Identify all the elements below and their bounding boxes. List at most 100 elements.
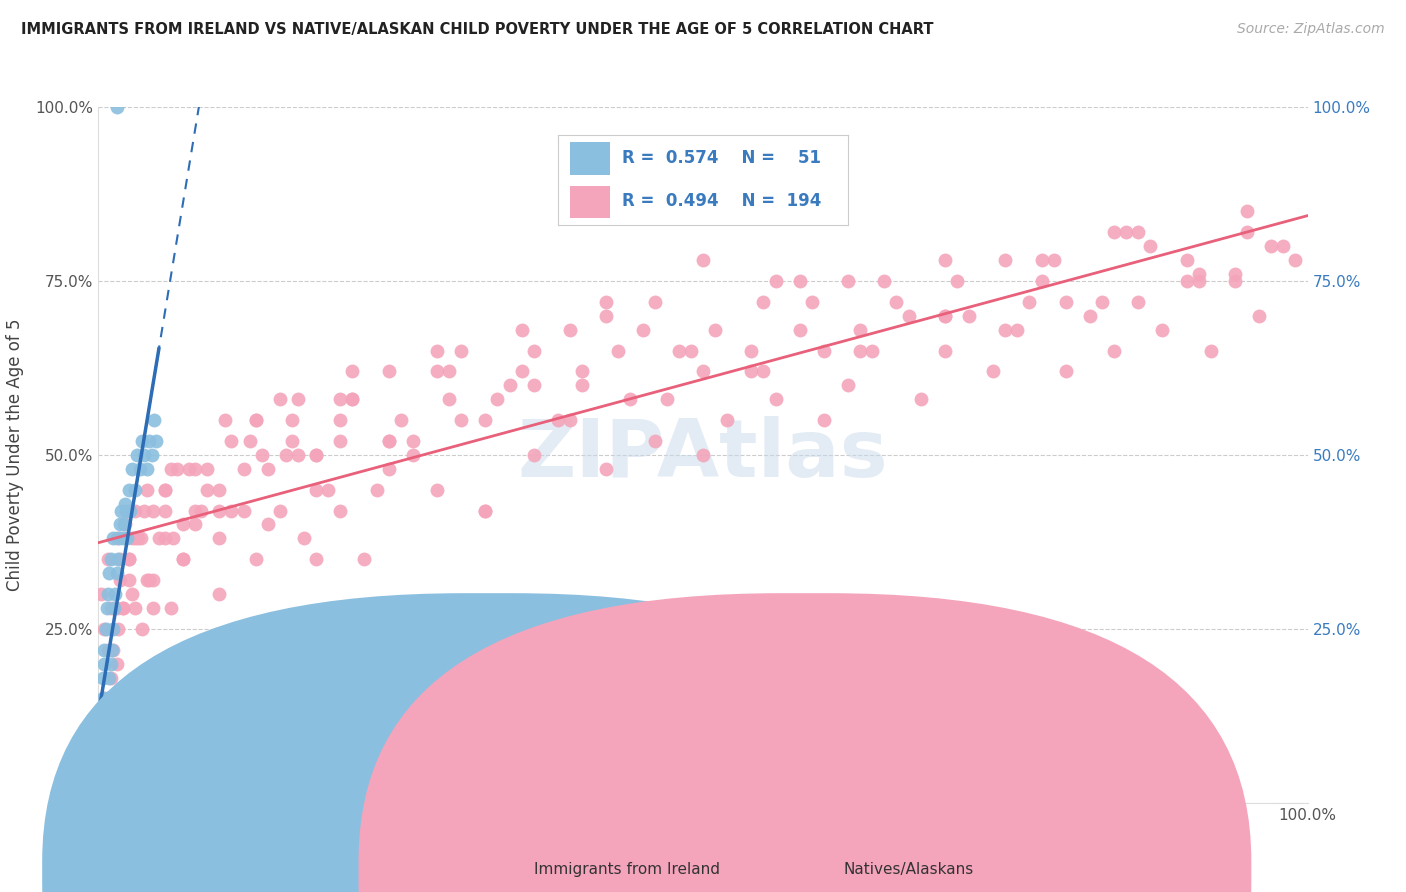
Point <box>342 392 364 407</box>
Point <box>91 726 114 740</box>
Point <box>329 413 352 427</box>
Point <box>1102 225 1125 239</box>
Point <box>111 532 134 546</box>
Point <box>108 552 131 566</box>
Bar <box>569 142 610 175</box>
Point <box>101 532 124 546</box>
Point <box>910 392 932 407</box>
Point <box>934 253 956 268</box>
Point <box>1152 323 1174 337</box>
Point <box>96 601 118 615</box>
Point <box>1054 364 1077 378</box>
Point <box>644 434 666 448</box>
Point <box>184 503 207 517</box>
Point <box>153 483 176 497</box>
Point <box>90 761 112 775</box>
Point <box>256 517 278 532</box>
Point <box>886 294 908 309</box>
Point <box>94 622 117 636</box>
Point <box>1128 294 1150 309</box>
Point <box>91 691 114 706</box>
Point <box>1042 253 1064 268</box>
Point <box>558 413 581 427</box>
Point <box>105 566 128 581</box>
Point <box>389 413 412 427</box>
Point <box>342 392 364 407</box>
Point <box>153 532 176 546</box>
Point <box>97 552 120 566</box>
Point <box>104 587 127 601</box>
Point <box>114 497 136 511</box>
Point <box>655 392 678 407</box>
Point <box>269 503 291 517</box>
Point <box>1188 274 1211 288</box>
Point <box>148 532 170 546</box>
Point <box>250 448 273 462</box>
Point <box>98 566 121 581</box>
Point <box>716 413 738 427</box>
Point <box>510 323 533 337</box>
Point <box>245 552 267 566</box>
Point <box>437 364 460 378</box>
Point <box>1031 274 1053 288</box>
Point <box>1188 267 1211 281</box>
Point <box>849 343 872 358</box>
Point <box>837 274 859 288</box>
Point <box>292 532 315 546</box>
Point <box>162 532 184 546</box>
Point <box>111 601 134 615</box>
Point <box>118 552 141 566</box>
Point <box>450 413 472 427</box>
Point <box>195 462 218 476</box>
Text: R =  0.574    N =    51: R = 0.574 N = 51 <box>621 149 821 168</box>
Point <box>108 517 131 532</box>
Point <box>127 532 149 546</box>
Point <box>93 657 115 671</box>
Point <box>644 294 666 309</box>
Point <box>121 462 143 476</box>
Point <box>981 364 1004 378</box>
Point <box>118 573 141 587</box>
Point <box>94 726 117 740</box>
Point <box>208 503 231 517</box>
Point <box>957 309 980 323</box>
Point <box>114 517 136 532</box>
Point <box>474 503 496 517</box>
Point <box>377 462 399 476</box>
Point <box>142 573 165 587</box>
Point <box>91 671 114 685</box>
Point <box>1223 267 1246 281</box>
Point <box>172 552 194 566</box>
Point <box>91 712 114 726</box>
Point <box>118 503 141 517</box>
Point <box>105 100 128 114</box>
Point <box>595 309 617 323</box>
Point <box>934 343 956 358</box>
Point <box>232 462 254 476</box>
Point <box>1272 239 1295 253</box>
Point <box>305 552 328 566</box>
Point <box>1175 274 1198 288</box>
Point <box>595 462 617 476</box>
Point <box>765 274 787 288</box>
Point <box>1199 343 1222 358</box>
Point <box>329 392 352 407</box>
Point <box>107 622 129 636</box>
Point <box>160 601 183 615</box>
Point <box>789 323 811 337</box>
Point <box>1031 253 1053 268</box>
Point <box>547 413 569 427</box>
Point <box>100 657 122 671</box>
Point <box>91 768 114 782</box>
Point <box>124 532 146 546</box>
Point <box>994 253 1017 268</box>
Point <box>108 573 131 587</box>
Text: ZIPAtlas: ZIPAtlas <box>517 416 889 494</box>
Point <box>107 552 129 566</box>
Point <box>813 413 835 427</box>
Point <box>121 587 143 601</box>
Point <box>498 378 520 392</box>
Point <box>91 754 114 768</box>
Point <box>221 434 243 448</box>
Point <box>897 309 920 323</box>
